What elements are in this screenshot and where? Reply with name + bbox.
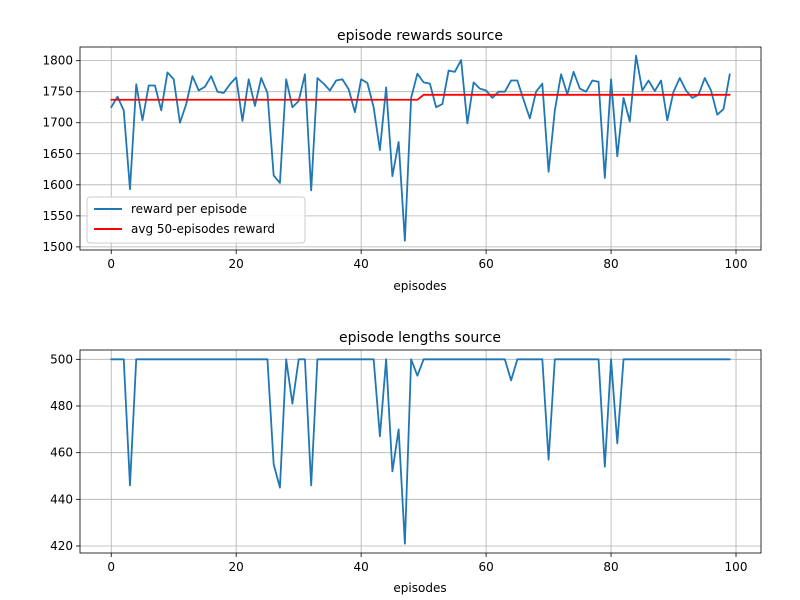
lengths-x-tick-label: 100 xyxy=(725,560,748,574)
rewards-x-tick-label: 100 xyxy=(725,257,748,271)
rewards-x-axis-label: episodes xyxy=(393,279,446,293)
rewards-y-tick-label: 1550 xyxy=(42,209,73,223)
rewards-y-tick-label: 1500 xyxy=(42,240,73,254)
rewards-subplot: 0 20 40 60 80 100 1500 1550 1600 1650 1700 1750 1800… xyxy=(42,28,762,293)
lengths-y-tick-label: 420 xyxy=(50,539,73,553)
lengths-x-tick-label: 80 xyxy=(603,560,618,574)
rewards-ticks: 0 20 40 60 80 100 1500 1550 1600 1650 1700 1750 1800 xyxy=(42,54,747,271)
lengths-ticks: 0 20 40 60 80 100 420 440 460 480 500 xyxy=(50,352,747,574)
rewards-y-tick-label: 1650 xyxy=(42,147,73,161)
lengths-y-tick-label: 500 xyxy=(50,352,73,366)
rewards-y-tick-label: 1750 xyxy=(42,85,73,99)
rewards-x-tick-label: 80 xyxy=(603,257,618,271)
lengths-x-tick-label: 20 xyxy=(229,560,244,574)
legend-label-avg-50-episodes-reward: avg 50-episodes reward xyxy=(131,222,275,236)
rewards-y-tick-label: 1700 xyxy=(42,116,73,130)
lengths-chart-title: episode lengths source xyxy=(339,330,501,346)
rewards-legend: reward per episode avg 50-episodes rewar… xyxy=(86,196,306,244)
series-line-reward-per-episode xyxy=(110,54,731,242)
series-line-avg-50-episodes-reward xyxy=(110,93,731,101)
rewards-x-tick-label: 20 xyxy=(229,257,244,271)
series-line-lengths-series xyxy=(110,358,731,545)
rewards-y-tick-label: 1800 xyxy=(42,54,73,68)
lengths-x-tick-label: 60 xyxy=(478,560,493,574)
lengths-axes-frame xyxy=(79,349,762,554)
lengths-y-tick-label: 440 xyxy=(50,492,73,506)
rewards-axes-frame xyxy=(79,46,762,251)
rewards-grid xyxy=(80,47,761,250)
legend-box xyxy=(86,196,306,244)
rewards-x-tick-label: 0 xyxy=(107,257,115,271)
rewards-x-tick-label: 40 xyxy=(354,257,369,271)
lengths-y-tick-label: 480 xyxy=(50,399,73,413)
lengths-x-tick-label: 0 xyxy=(107,560,115,574)
rewards-series-layer xyxy=(110,54,731,242)
lengths-x-axis-label: episodes xyxy=(393,581,446,595)
rewards-chart-title: episode rewards source xyxy=(337,28,503,44)
legend-label-reward-per-episode: reward per episode xyxy=(131,202,247,216)
rewards-y-tick-label: 1600 xyxy=(42,178,73,192)
lengths-y-tick-label: 460 xyxy=(50,446,73,460)
lengths-x-tick-label: 40 xyxy=(354,560,369,574)
lengths-subplot: 0 20 40 60 80 100 420 440 460 480 500 episode leng… xyxy=(50,330,762,595)
rewards-x-tick-label: 60 xyxy=(478,257,493,271)
lengths-series-layer xyxy=(110,358,731,545)
